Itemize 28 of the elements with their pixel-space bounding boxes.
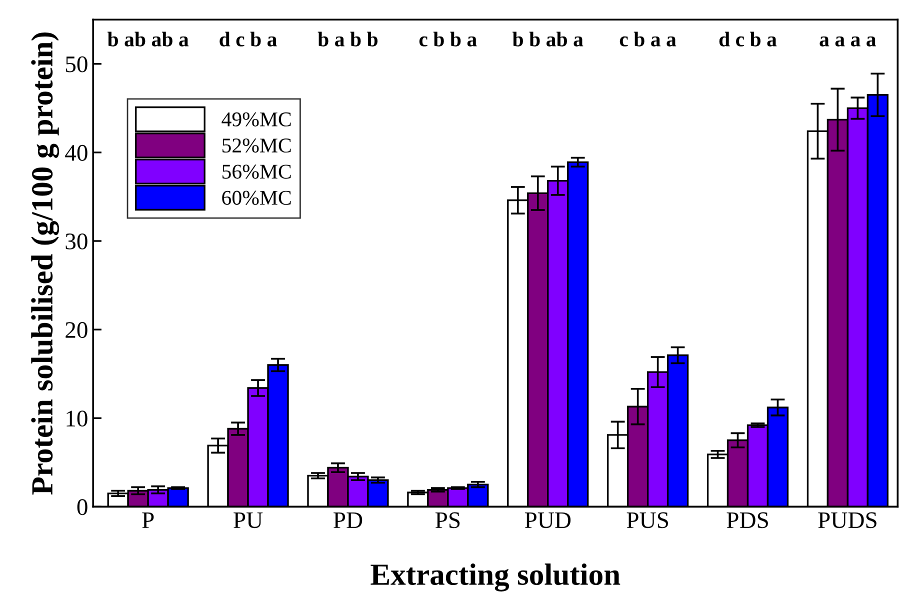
x-tick-label: PUS [626, 512, 668, 528]
y-tick-label: 50 [66, 56, 88, 72]
legend-label: 60%MC [222, 190, 291, 205]
x-tick-label: PUDS [818, 512, 876, 528]
annotation: b ab ab a [108, 32, 189, 46]
annotation: a a a a [820, 36, 876, 46]
annotation: c b b a [419, 32, 477, 46]
y-tick-label: 40 [65, 144, 88, 161]
x-axis-title: Extracting solution [370, 564, 620, 592]
x-tick-label: PUD [524, 512, 571, 528]
annotation: d c b a [719, 32, 777, 46]
x-tick-label: PU [234, 512, 263, 528]
y-axis-title: Protein solubilised (g/100 g protein) [31, 32, 60, 495]
x-tick-label: PDS [726, 512, 768, 528]
legend-label: 49%MC [222, 112, 291, 126]
x-tick-label: PD [334, 512, 362, 528]
y-tick-label: 0 [77, 499, 88, 516]
annotation: b a b b [318, 32, 378, 46]
y-tick-label: 10 [66, 410, 88, 427]
y-tick-label: 20 [66, 322, 88, 338]
x-tick-label: P [142, 512, 154, 528]
x-tick-label: PS [435, 512, 460, 528]
annotation: c b a a [620, 32, 676, 46]
annotation: b b ab a [512, 32, 584, 46]
y-tick-label: 30 [66, 233, 88, 250]
legend-label: 56%MC [222, 164, 291, 179]
legend-label: 52%MC [222, 138, 291, 153]
annotation: d c b a [220, 32, 277, 46]
